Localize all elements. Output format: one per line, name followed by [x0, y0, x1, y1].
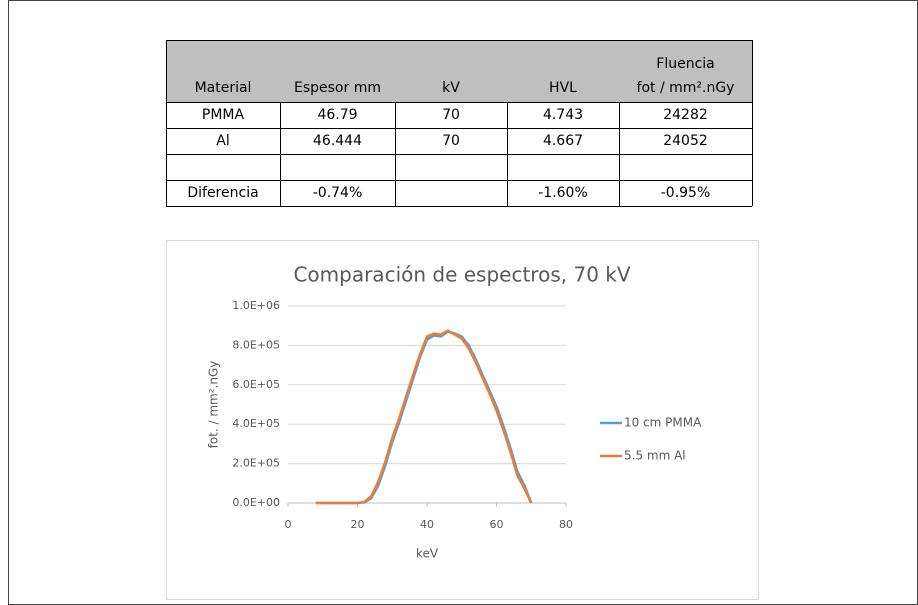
x-tick-label: 20 — [351, 518, 365, 531]
cell: 24282 — [663, 107, 708, 123]
x-tick-label: 60 — [490, 518, 504, 531]
x-tick-label: 0 — [285, 518, 292, 531]
series-line — [315, 330, 533, 505]
series-line — [315, 329, 533, 505]
header-cell: Espesor mm — [294, 80, 381, 96]
cell: -1.60% — [538, 185, 588, 201]
cell: Diferencia — [187, 185, 258, 201]
x-axis-label: keV — [416, 547, 439, 561]
y-tick-label: 8.0E+05 — [232, 338, 280, 351]
legend-label: 5.5 mm Al — [624, 449, 686, 463]
x-tick-label: 40 — [420, 518, 434, 531]
cell: 70 — [442, 107, 460, 123]
cell: -0.74% — [313, 185, 363, 201]
x-tick-label: 80 — [559, 518, 573, 531]
y-tick-label: 4.0E+05 — [232, 417, 280, 430]
header-cell: Material — [195, 80, 252, 96]
cell: 46.79 — [317, 107, 357, 123]
cell: Al — [216, 133, 229, 149]
y-tick-label: 0.0E+00 — [232, 496, 280, 509]
y-axis-label: fot. / mm².nGy — [207, 361, 221, 449]
chart: Comparación de espectros, 70 kV 0.0E+00 2.… — [207, 263, 703, 561]
cell: 24052 — [663, 133, 708, 149]
table: Material Espesor mm kV HVL Fluencia fot / mm²… — [166, 40, 753, 207]
y-tick-label: 2.0E+05 — [232, 457, 280, 470]
header-cell: HVL — [549, 80, 577, 96]
cell: 4.667 — [543, 133, 583, 149]
chart-title: Comparación de espectros, 70 kV — [293, 263, 630, 287]
header-cell: kV — [442, 80, 460, 96]
cell: 70 — [442, 133, 460, 149]
cell: -0.95% — [661, 185, 711, 201]
header-bg — [166, 40, 752, 102]
header-cell: fot / mm².nGy — [637, 80, 735, 96]
cell: 4.743 — [543, 107, 583, 123]
y-tick-label: 6.0E+05 — [232, 378, 280, 391]
cell: 46.444 — [313, 133, 362, 149]
cell: PMMA — [202, 107, 245, 123]
y-tick-label: 1.0E+06 — [232, 299, 280, 312]
chart-frame — [166, 240, 759, 600]
header-cell: Fluencia — [656, 56, 714, 72]
legend-label: 10 cm PMMA — [624, 416, 702, 430]
